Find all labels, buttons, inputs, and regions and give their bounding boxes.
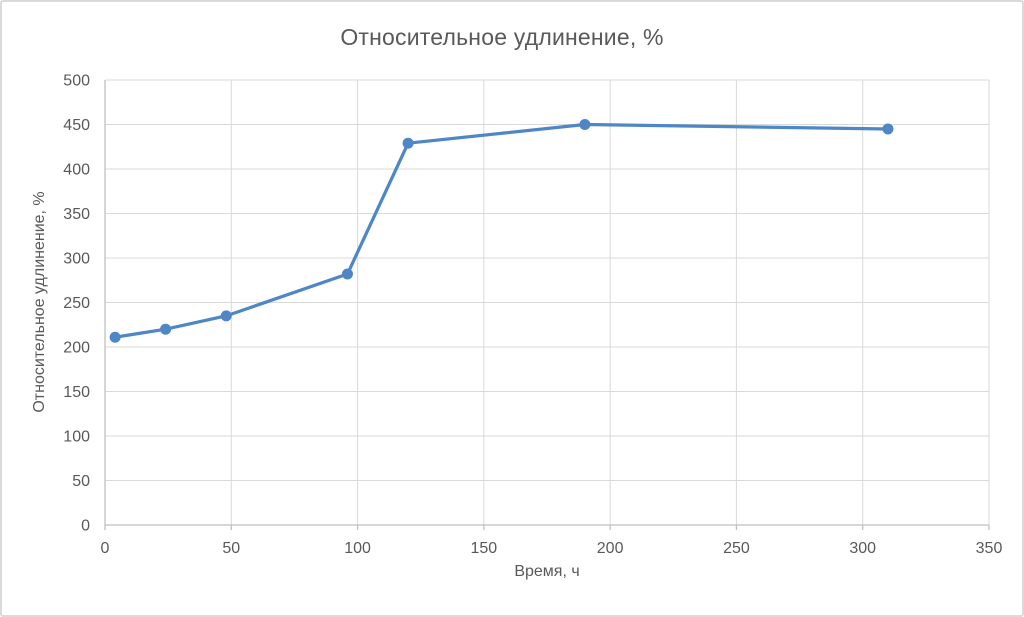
x-tick-label: 0	[101, 540, 110, 557]
x-tick-label: 250	[723, 540, 750, 557]
y-tick-label: 300	[63, 251, 90, 268]
y-tick-label: 100	[63, 429, 90, 446]
x-axis-title: Время, ч	[514, 563, 580, 580]
x-tick-label: 100	[344, 540, 371, 557]
x-tick-label: 350	[976, 540, 1003, 557]
y-tick-label: 400	[63, 162, 90, 179]
y-axis-title: Относительное удлинение, %	[31, 191, 48, 413]
y-tick-label: 50	[72, 473, 90, 490]
x-tick-label: 150	[471, 540, 498, 557]
y-tick-label: 350	[63, 206, 90, 223]
x-tick-label: 200	[597, 540, 624, 557]
y-tick-label: 450	[63, 117, 90, 134]
y-tick-label: 200	[63, 340, 90, 357]
y-tick-label: 0	[81, 518, 90, 535]
data-point-marker	[341, 268, 353, 280]
data-point-marker	[579, 119, 591, 130]
data-point-marker	[220, 310, 232, 322]
x-tick-label: 300	[849, 540, 876, 557]
x-tick-label: 50	[222, 540, 240, 557]
data-point-marker	[109, 331, 121, 343]
y-tick-label: 150	[63, 384, 90, 401]
data-point-marker	[402, 137, 414, 149]
data-point-marker	[882, 123, 894, 135]
chart-title: Относительное удлинение, %	[340, 24, 664, 50]
y-tick-label: 500	[63, 73, 90, 90]
y-tick-label: 250	[63, 295, 90, 312]
data-point-marker	[160, 323, 172, 335]
